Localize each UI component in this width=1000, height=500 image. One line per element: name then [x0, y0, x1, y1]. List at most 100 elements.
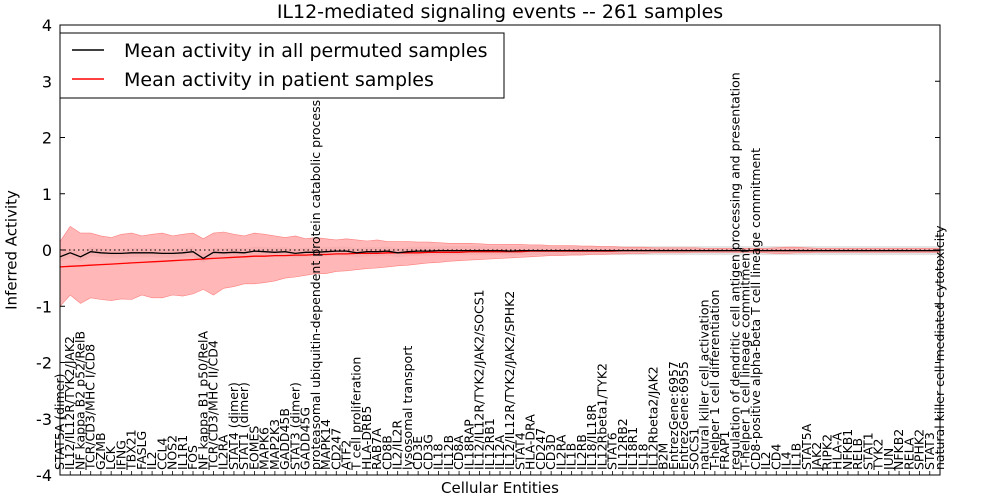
series-line-permuted	[59, 249, 940, 260]
x-category-label: CD247	[328, 428, 343, 470]
x-category-label: CD247	[533, 428, 548, 470]
legend-box	[59, 32, 505, 99]
x-category-label: CD8A	[451, 435, 466, 470]
x-category-label: NF kappa B1 p50/RelA	[195, 330, 210, 470]
x-category-label: IL12RB1	[482, 418, 497, 470]
x-category-label: GZMB	[93, 432, 108, 470]
x-category-label: CD8-positive alpha-beta T cell lineage c…	[748, 148, 763, 470]
x-category-label: MAPK6	[257, 427, 272, 470]
y-tick-label: 2	[42, 129, 52, 148]
y-tick-label: -1	[36, 297, 52, 316]
x-category-label: CD8B	[379, 435, 394, 470]
x-category-label: RELB	[850, 438, 865, 470]
x-category-label: LCK	[103, 445, 118, 470]
legend-entry-permuted: Mean activity in all permuted samples	[124, 40, 487, 62]
x-category-label: IL18	[431, 443, 446, 470]
x-category-label: NF kappa B2 p52/RelB	[72, 331, 87, 470]
x-category-label: NFKB1	[840, 429, 855, 470]
x-category-label: regulation of dendritic cell antigen pro…	[727, 72, 742, 470]
x-category-label: SPHK2	[912, 429, 927, 470]
x-category-label: IL2RA	[553, 434, 568, 470]
x-category-label: IL18/IL18R	[584, 404, 599, 470]
x-category-label: GADD45B	[277, 408, 292, 470]
y-tick-label: 1	[42, 185, 52, 204]
x-category-label: IL2/IL2R	[390, 420, 405, 470]
x-category-label: natural killer cell activation	[697, 299, 712, 470]
x-category-label: STAT3 (dimer)	[287, 382, 302, 470]
x-axis-label: Cellular Entities	[441, 479, 559, 497]
x-category-label: IL18RAP	[461, 419, 476, 470]
x-category-label: T-helper 1 cell differentiation	[707, 290, 722, 471]
x-category-label: JAK2	[809, 442, 824, 471]
x-category-label: IL12/IL12R/TYK2/JAK2	[62, 336, 77, 470]
x-category-label: ATF2	[339, 440, 354, 470]
x-category-label: IL2	[144, 451, 159, 470]
x-category-label: STAT4 (dimer)	[226, 382, 241, 470]
x-category-label: IL12Rbeta1/TYK2	[594, 363, 609, 470]
x-category-label: CD3G	[420, 434, 435, 470]
x-category-label: STAT1 (dimer)	[236, 382, 251, 470]
x-category-label: STAT5A (dimer)	[52, 374, 67, 470]
x-category-label: T-helper 1 cell lineage commitment	[738, 248, 753, 471]
x-category-label: IL12Rbeta2/JAK2	[645, 366, 660, 470]
x-category-label: EntrezGene:6957	[666, 361, 681, 470]
y-tick-label: -4	[36, 466, 52, 485]
x-category-label: FASLG	[134, 431, 149, 470]
y-tick-label: 4	[42, 16, 52, 35]
x-category-label: CD3D	[543, 434, 558, 470]
patient-samples-band	[59, 225, 941, 308]
y-tick-label: -2	[36, 354, 52, 373]
x-category-label: HLA-DRB5	[359, 406, 374, 470]
x-category-label: STAT6	[605, 432, 620, 470]
x-category-label: CCL4	[154, 438, 169, 470]
x-category-label: IL1B	[789, 443, 804, 470]
x-category-label: MAP2K3	[267, 419, 282, 470]
x-category-label: STAT5A	[799, 423, 814, 470]
x-category-label: lysosomal transport	[400, 346, 415, 470]
x-category-label: RELA	[901, 437, 916, 470]
x-category-label: proteasomal ubiquitin-dependent protein …	[308, 100, 323, 470]
legend: Mean activity in all permuted samples Me…	[59, 32, 505, 99]
x-category-label: T cell proliferation	[349, 357, 364, 471]
x-category-label: IL12B	[441, 435, 456, 470]
x-category-label: IL2RA	[216, 434, 231, 470]
x-category-label: HLA-A	[830, 432, 845, 470]
confidence-bands	[59, 225, 941, 308]
x-category-label: FOS	[185, 445, 200, 470]
x-category-label: STAT4	[512, 432, 527, 470]
x-category-label: IL2RB	[574, 434, 589, 470]
y-axis-ticks: -4 -3 -2 -1 0 1 2 3 4	[36, 16, 940, 485]
x-category-label: TCR/CD3/MHC I/CD8	[83, 344, 98, 471]
x-category-label: STAT1	[860, 432, 875, 470]
x-category-label: RIPK2	[819, 434, 834, 470]
x-category-label: MAPK14	[318, 419, 333, 470]
x-category-label: natural killer cell mediated cytotoxicit…	[932, 225, 947, 470]
x-category-label: EntrezGene:6955	[676, 361, 691, 470]
x-category-label: TCR/CD3/MHC II/CD4	[205, 340, 220, 471]
x-category-label: IFNG	[113, 440, 128, 470]
series-lines	[59, 249, 940, 268]
x-category-label: FRAP1	[717, 431, 732, 470]
x-category-label: SOCS1	[686, 428, 701, 470]
x-category-label: GADD45G	[298, 407, 313, 470]
x-category-label: IL18R1	[625, 427, 640, 470]
x-category-label: CD3E	[410, 436, 425, 470]
x-category-label: JUN	[881, 448, 896, 471]
x-category-label: NFKB2	[891, 429, 906, 470]
y-tick-label: -3	[36, 410, 52, 429]
x-category-label: HLA-DRA	[523, 414, 538, 470]
y-tick-label: 0	[42, 241, 52, 260]
x-category-label: IL1R1	[175, 435, 190, 470]
x-category-label: IL4	[779, 451, 794, 470]
x-category-label: TBX21	[124, 429, 139, 471]
x-category-label: IL12/IL12R/TYK2/JAK2/SPHK2	[502, 291, 517, 470]
x-category-label: B2M	[656, 443, 671, 470]
x-category-label: STAT3	[922, 432, 937, 470]
y-tick-label: 3	[42, 72, 52, 91]
x-category-label: IL1B	[564, 443, 579, 470]
chart-title: IL12-mediated signaling events -- 261 sa…	[277, 1, 723, 23]
x-category-label: RAB7A	[369, 428, 384, 470]
legend-entry-patient: Mean activity in patient samples	[124, 69, 434, 91]
